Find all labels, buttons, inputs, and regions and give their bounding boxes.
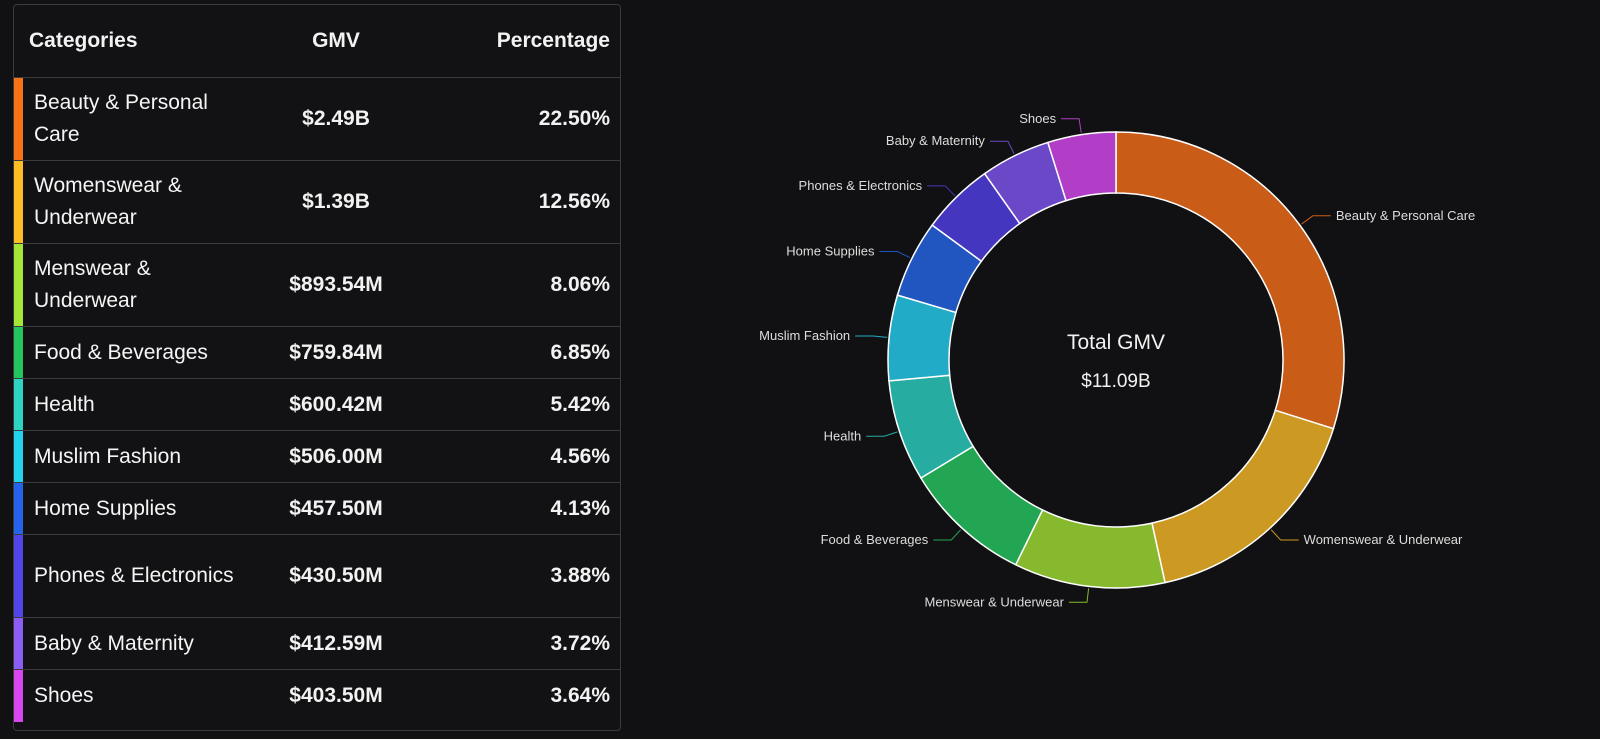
cell-percentage: 3.88% xyxy=(550,564,610,587)
cell-category: Shoes xyxy=(34,684,94,707)
center-title: Total GMV xyxy=(1067,331,1165,354)
cell-gmv: $412.59M xyxy=(289,631,383,655)
category-table: Categories GMV Percentage Beauty & Perso… xyxy=(13,4,621,731)
slice-leader-line xyxy=(1068,588,1090,603)
cell-gmv: $1.39B xyxy=(302,190,370,213)
category-color-swatch xyxy=(14,327,23,378)
category-color-swatch xyxy=(14,78,23,160)
slice-leader-line xyxy=(879,250,911,259)
category-color-swatch xyxy=(14,244,23,326)
slice-leader-line xyxy=(1270,529,1299,541)
cell-percentage: 3.72% xyxy=(550,631,610,655)
table-body: Beauty & Personal Care $2.49B 22.50% Womens… xyxy=(14,78,620,722)
category-color-swatch xyxy=(14,379,23,430)
slice-label: Muslim Fashion xyxy=(759,328,850,343)
cell-percentage: 5.42% xyxy=(550,392,610,416)
donut-slice[interactable] xyxy=(1014,508,1166,589)
cell-gmv: $506.00M xyxy=(289,444,383,468)
donut-chart: Beauty & Personal Care Womenswear & Under… xyxy=(640,0,1600,734)
slice-leader-line xyxy=(927,185,956,197)
category-color-swatch xyxy=(14,483,23,534)
table-row[interactable]: Health $600.42M 5.42% xyxy=(14,379,620,431)
table-row[interactable]: Phones & Electronics $430.50M 3.88% xyxy=(14,535,620,618)
cell-gmv: $403.50M xyxy=(289,684,383,707)
cell-category: Menswear & Underwear xyxy=(34,257,151,312)
slice-leader-line xyxy=(1301,215,1331,225)
slice-label: Beauty & Personal Care xyxy=(1336,208,1475,223)
slice-label: Menswear & Underwear xyxy=(925,594,1065,609)
slice-label: Shoes xyxy=(1019,111,1056,126)
cell-gmv: $2.49B xyxy=(302,107,370,130)
cell-gmv: $430.50M xyxy=(289,564,383,587)
cell-category: Beauty & Personal Care xyxy=(34,91,208,146)
table-row[interactable]: Muslim Fashion $506.00M 4.56% xyxy=(14,431,620,483)
cell-percentage: 3.64% xyxy=(550,684,610,707)
header-gmv[interactable]: GMV xyxy=(312,29,360,52)
category-color-swatch xyxy=(14,431,23,482)
header-percentage[interactable]: Percentage xyxy=(496,29,610,52)
slice-label: Food & Beverages xyxy=(821,532,929,547)
table-row[interactable]: Menswear & Underwear $893.54M 8.06% xyxy=(14,244,620,327)
slice-leader-line xyxy=(1061,118,1082,133)
cell-category: Food & Beverages xyxy=(34,340,208,364)
table-row[interactable]: Womenswear & Underwear $1.39B 12.56% xyxy=(14,161,620,244)
cell-percentage: 8.06% xyxy=(550,273,610,296)
cell-percentage: 6.85% xyxy=(550,340,610,364)
slice-label: Phones & Electronics xyxy=(799,178,923,193)
slice-leader-line xyxy=(933,529,962,541)
category-color-swatch xyxy=(14,670,23,722)
cell-percentage: 12.56% xyxy=(538,190,610,213)
donut-slice[interactable] xyxy=(1115,131,1345,430)
table-row[interactable]: Food & Beverages $759.84M 6.85% xyxy=(14,327,620,379)
donut-chart-svg: Beauty & Personal Care Womenswear & Under… xyxy=(759,111,1475,609)
slice-leader-line xyxy=(989,140,1015,155)
cell-gmv: $893.54M xyxy=(289,273,383,296)
donut-slice[interactable] xyxy=(1046,131,1117,202)
slice-label: Home Supplies xyxy=(786,243,875,258)
cell-category: Baby & Maternity xyxy=(34,631,194,655)
cell-category: Phones & Electronics xyxy=(34,564,234,587)
table-row[interactable]: Beauty & Personal Care $2.49B 22.50% xyxy=(14,78,620,161)
slice-label: Baby & Maternity xyxy=(886,133,985,148)
cell-category: Womenswear & Underwear xyxy=(34,174,182,229)
cell-category: Home Supplies xyxy=(34,496,177,520)
slice-label: Health xyxy=(824,428,862,443)
cell-percentage: 22.50% xyxy=(538,107,610,130)
cell-percentage: 4.56% xyxy=(550,444,610,468)
cell-percentage: 4.13% xyxy=(550,496,610,520)
slice-leader-line xyxy=(855,335,888,338)
header-categories[interactable]: Categories xyxy=(29,29,138,52)
cell-gmv: $457.50M xyxy=(289,496,383,520)
center-total-value: $11.09B xyxy=(1081,371,1150,392)
category-color-swatch xyxy=(14,618,23,669)
slice-leader-line xyxy=(866,431,898,437)
table-row[interactable]: Home Supplies $457.50M 4.13% xyxy=(14,483,620,535)
cell-category: Muslim Fashion xyxy=(34,444,182,468)
cell-gmv: $759.84M xyxy=(289,340,383,364)
slice-label: Womenswear & Underwear xyxy=(1304,532,1463,547)
category-color-swatch xyxy=(14,535,23,617)
category-color-swatch xyxy=(14,161,23,243)
cell-category: Health xyxy=(34,392,95,416)
cell-gmv: $600.42M xyxy=(289,392,383,416)
donut-slice[interactable] xyxy=(1151,409,1335,584)
table-row[interactable]: Shoes $403.50M 3.64% xyxy=(14,670,620,722)
table-row[interactable]: Baby & Maternity $412.59M 3.72% xyxy=(14,618,620,670)
table-header: Categories GMV Percentage xyxy=(14,5,620,78)
